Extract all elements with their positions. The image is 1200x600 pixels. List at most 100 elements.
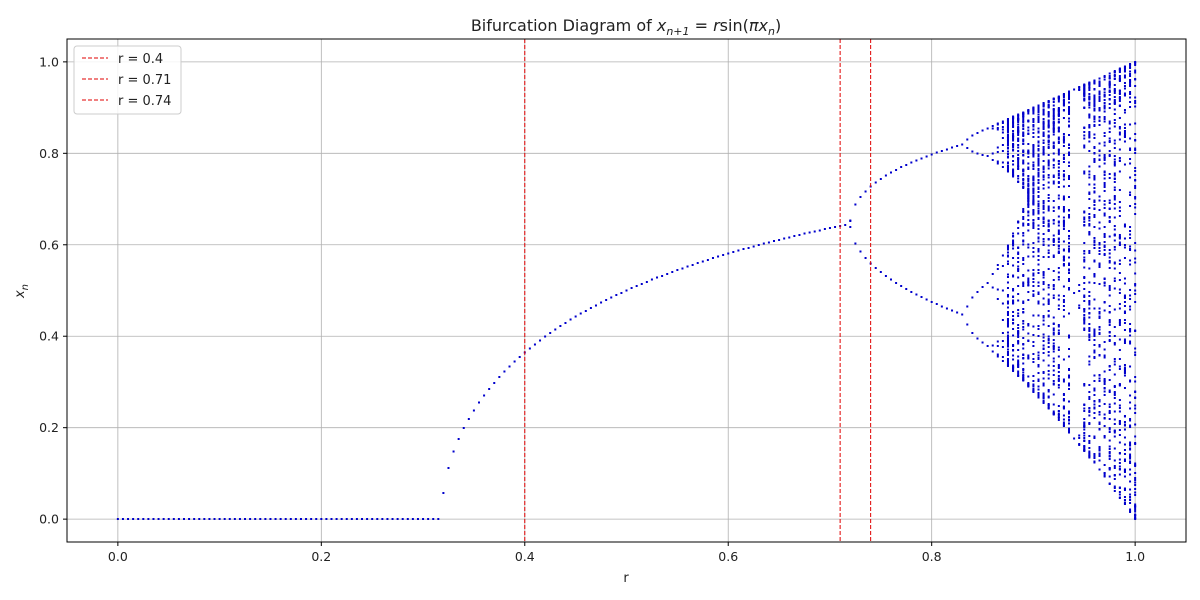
data-point	[1103, 106, 1106, 108]
data-point	[1113, 228, 1116, 231]
data-point	[1123, 312, 1126, 314]
data-point	[1068, 245, 1071, 248]
data-point	[1017, 161, 1020, 163]
data-point	[1098, 453, 1101, 456]
data-point	[1118, 236, 1121, 239]
data-point	[1027, 383, 1030, 386]
data-point	[1093, 216, 1096, 218]
data-point	[1093, 178, 1096, 181]
data-point	[1103, 281, 1106, 284]
data-point	[1068, 382, 1071, 385]
data-point	[1006, 300, 1009, 303]
data-point	[1098, 84, 1101, 86]
data-point	[1078, 290, 1081, 292]
data-point	[1052, 222, 1055, 225]
data-point	[1103, 203, 1106, 206]
data-point	[442, 492, 445, 494]
data-point	[1017, 157, 1020, 159]
data-point	[1052, 412, 1055, 414]
data-point	[1062, 133, 1065, 135]
data-point	[1113, 125, 1116, 128]
data-point	[1037, 153, 1040, 156]
data-point	[1134, 249, 1137, 252]
data-point	[996, 128, 999, 131]
data-point	[1083, 327, 1086, 330]
data-point	[1057, 329, 1060, 332]
data-point	[1123, 329, 1126, 331]
data-point	[1088, 198, 1091, 200]
data-point	[1093, 107, 1096, 110]
data-point	[1052, 360, 1055, 363]
data-point	[1006, 122, 1009, 125]
data-point	[656, 276, 659, 279]
data-point	[1134, 423, 1137, 426]
data-point	[1098, 100, 1101, 102]
data-point	[1047, 407, 1050, 409]
data-point	[452, 450, 455, 453]
data-point	[1017, 355, 1020, 358]
data-point	[1017, 146, 1020, 149]
data-point	[1108, 150, 1111, 152]
data-point	[1098, 199, 1101, 202]
data-point	[172, 518, 175, 520]
data-point	[1118, 399, 1121, 401]
x-tick-label: 0.8	[922, 549, 942, 564]
data-point	[1062, 418, 1065, 421]
data-point	[589, 307, 592, 309]
data-point	[1108, 406, 1111, 408]
data-point	[762, 242, 765, 245]
data-point	[1118, 97, 1121, 99]
data-point	[1118, 452, 1121, 455]
data-point	[1134, 149, 1137, 151]
data-point	[1134, 435, 1137, 438]
data-point	[1047, 111, 1050, 113]
data-point	[996, 160, 999, 163]
data-point	[1052, 244, 1055, 246]
data-point	[1103, 249, 1106, 251]
data-point	[1123, 503, 1126, 505]
data-point	[813, 230, 816, 233]
data-point	[157, 518, 160, 520]
data-point	[1017, 299, 1020, 302]
data-point	[1052, 133, 1055, 136]
data-point	[1032, 146, 1035, 149]
data-point	[1134, 179, 1137, 181]
data-point	[1062, 135, 1065, 138]
data-point	[1103, 174, 1106, 176]
data-point	[1068, 262, 1071, 265]
data-point	[823, 228, 826, 230]
data-point	[1123, 87, 1126, 90]
data-point	[727, 252, 730, 255]
data-point	[696, 262, 699, 264]
data-point	[1134, 170, 1137, 172]
data-point	[951, 146, 954, 149]
data-point	[1113, 343, 1116, 346]
data-point	[1037, 259, 1040, 261]
data-point	[1093, 183, 1096, 186]
data-point	[717, 255, 720, 258]
data-point	[1042, 128, 1045, 130]
data-point	[1037, 136, 1040, 138]
data-point	[1006, 165, 1009, 167]
data-point	[1103, 141, 1106, 144]
data-point	[1093, 98, 1096, 100]
data-point	[1057, 136, 1060, 139]
data-point	[432, 518, 435, 520]
data-point	[1083, 137, 1086, 140]
data-point	[1037, 174, 1040, 176]
data-point	[1083, 107, 1086, 109]
data-point	[1123, 496, 1126, 498]
data-point	[666, 273, 669, 275]
data-point	[1113, 423, 1116, 425]
data-point	[1052, 97, 1055, 100]
data-point	[884, 275, 887, 277]
data-point	[1088, 104, 1091, 106]
data-point	[671, 271, 674, 273]
data-point	[1027, 339, 1030, 342]
data-point	[1088, 447, 1091, 449]
data-point	[1113, 196, 1116, 199]
data-point	[1068, 410, 1071, 413]
data-point	[1083, 428, 1086, 431]
data-point	[1006, 287, 1009, 289]
data-point	[1052, 284, 1055, 286]
